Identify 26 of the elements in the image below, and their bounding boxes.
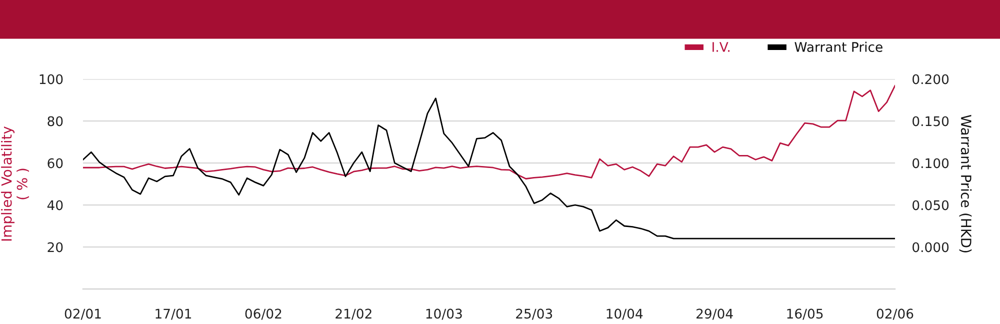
x-tick-label: 02/06 xyxy=(876,308,914,320)
legend-label: I.V. xyxy=(712,42,730,52)
y-tick-label: 100 xyxy=(40,74,63,84)
line-series xyxy=(83,85,895,180)
x-tick-label: 17/01 xyxy=(156,308,192,320)
x-tick-label: 06/02 xyxy=(245,308,282,320)
x-tick-label: 10/04 xyxy=(606,308,643,320)
y2-tick-label: 0.100 xyxy=(912,158,949,168)
x-tick-label: 29/04 xyxy=(696,308,733,320)
line-series xyxy=(83,98,895,240)
y2-tick-label: 0.050 xyxy=(912,200,949,210)
x-tick-label: 25/03 xyxy=(516,308,552,320)
y-tick-label: 60 xyxy=(48,158,63,168)
y2-tick-label: 0.150 xyxy=(912,116,949,126)
legend-label: Warrant Price xyxy=(794,42,882,52)
x-tick-label: 02/01 xyxy=(64,308,101,320)
y-tick-label: 40 xyxy=(47,200,63,210)
y-axis-title: Implied Volatility ( % ) xyxy=(1,126,29,241)
x-tick-label: 16/05 xyxy=(787,308,823,320)
y-tick-label: 80 xyxy=(48,116,63,126)
y2-tick-label: 0.000 xyxy=(912,242,949,252)
y2-tick-label: 0.200 xyxy=(912,74,949,84)
x-tick-label: 21/02 xyxy=(336,308,372,320)
y2-axis-title: Warrant Price (HKD) xyxy=(959,114,972,252)
x-tick-label: 10/03 xyxy=(426,308,462,320)
y-tick-label: 20 xyxy=(48,242,63,252)
